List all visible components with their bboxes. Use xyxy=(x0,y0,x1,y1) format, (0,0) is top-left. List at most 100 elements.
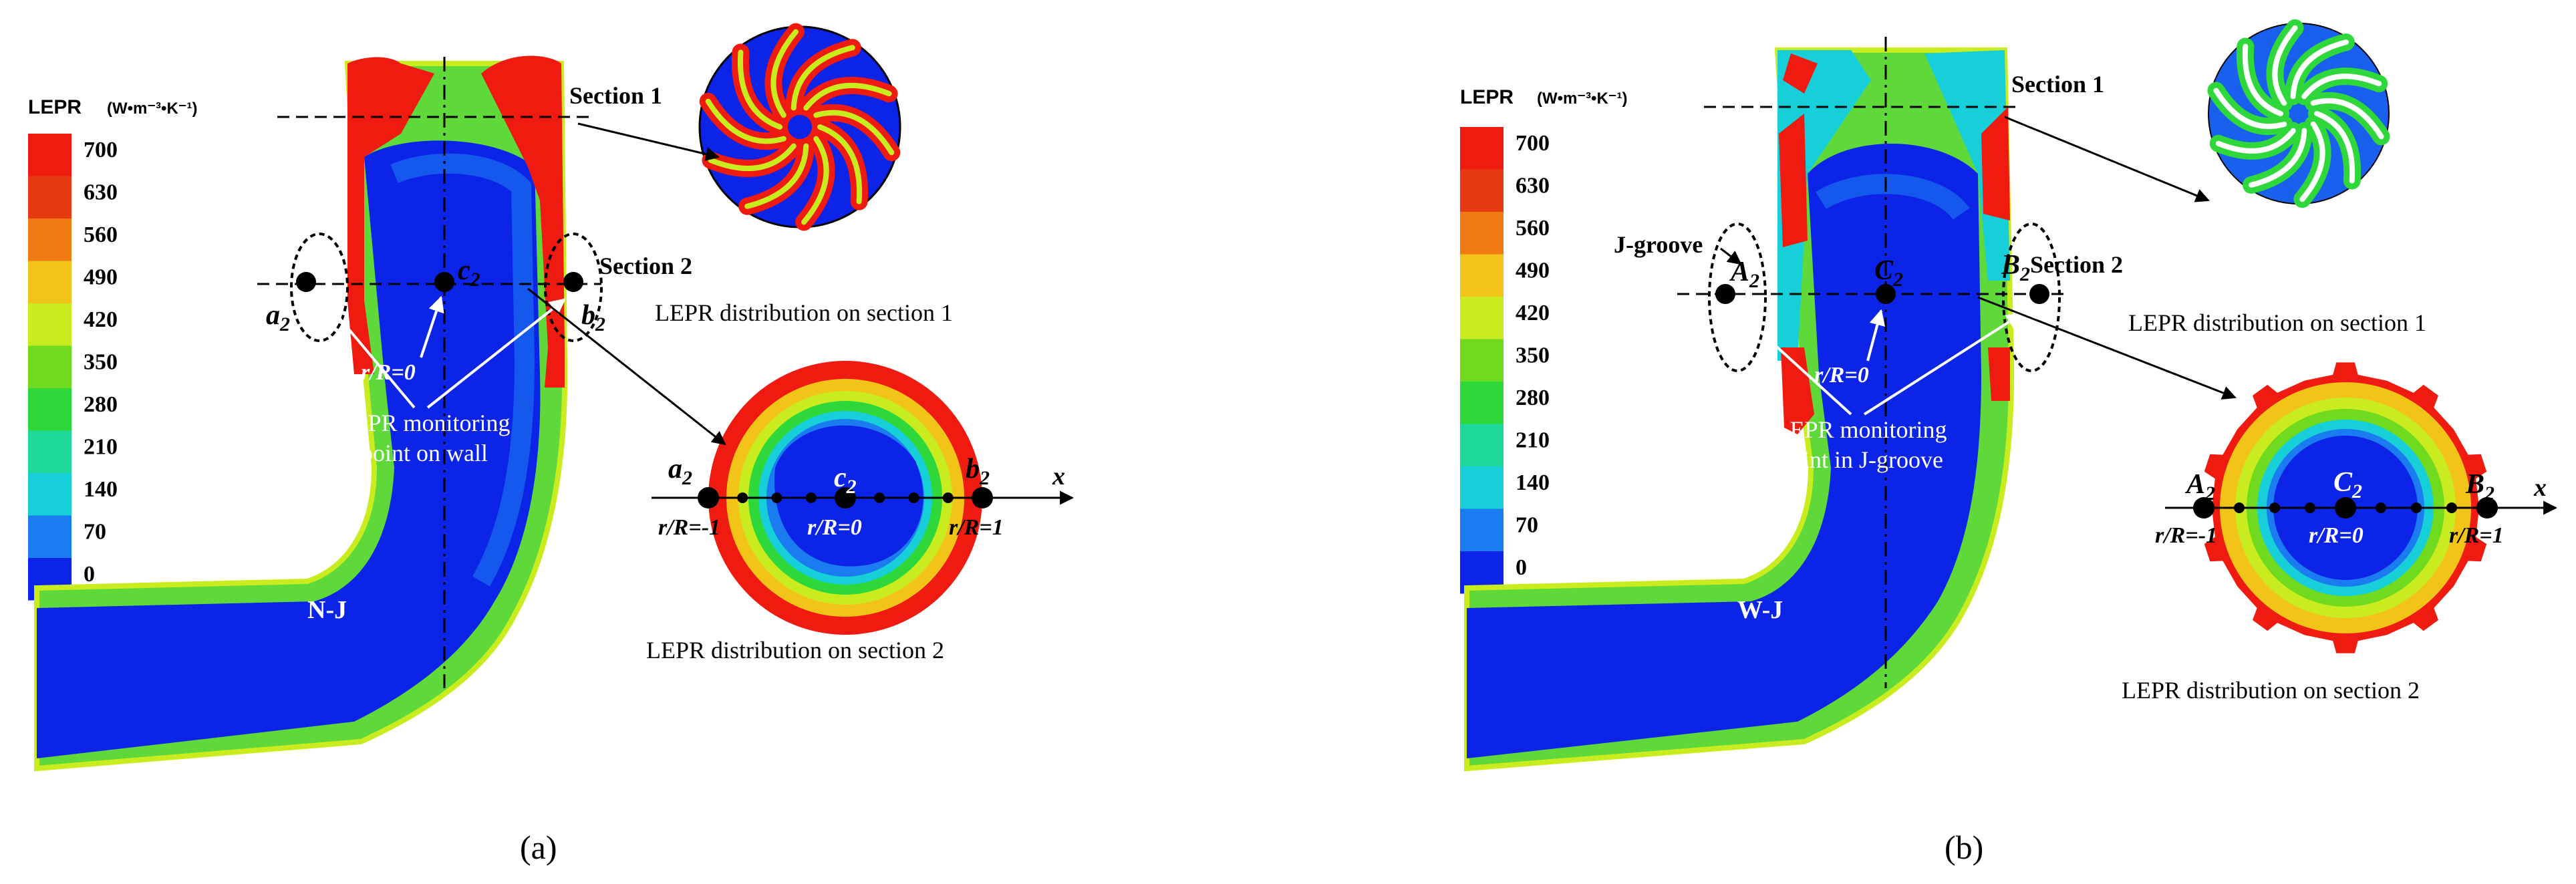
legend-b-swatches xyxy=(1460,127,1504,594)
monitor-text-a-2: point on wall xyxy=(361,440,488,466)
legend-tick-label: 490 xyxy=(1516,258,1550,283)
legend-a: LEPR (W•m⁻³•K⁻¹) 70063056049042035028021… xyxy=(28,96,197,601)
blade xyxy=(801,136,829,225)
point-C2 xyxy=(1876,284,1896,304)
sec2-label-c2: c2 xyxy=(834,462,857,498)
blade xyxy=(2310,98,2384,140)
section1-label-a: Section 1 xyxy=(569,82,662,109)
legend-swatch xyxy=(1460,169,1504,212)
legend-swatch xyxy=(28,218,71,261)
blade xyxy=(770,29,799,118)
legend-swatch xyxy=(28,388,71,431)
blade xyxy=(2213,88,2287,130)
model-label-b: W-J xyxy=(1737,596,1783,624)
legend-swatch xyxy=(28,303,71,346)
legend-tick-label: 560 xyxy=(1516,216,1550,241)
sec2-label-b2: b2 xyxy=(966,454,990,489)
arrow-rR0-b xyxy=(1866,309,1886,361)
arrow-section2-b xyxy=(1977,296,2237,400)
section-point xyxy=(737,492,748,503)
label-C2: C2 xyxy=(1874,255,1903,291)
legend-swatch xyxy=(1460,127,1504,170)
section1-disc-b xyxy=(2207,19,2390,208)
section2-caption-b: LEPR distribution on section 2 xyxy=(2122,677,2420,704)
section1-label-b: Section 1 xyxy=(2011,71,2104,98)
legend-tick-label: 70 xyxy=(1516,512,1538,537)
monitor-ellipse-left-b xyxy=(1708,223,1767,372)
legend-tick-label: 420 xyxy=(1516,301,1550,325)
blade xyxy=(2290,39,2349,100)
monitor-ellipse-right-a xyxy=(544,233,603,342)
groove-label-b: J-groove xyxy=(1614,231,1703,258)
section2-caption-a: LEPR distribution on section 2 xyxy=(646,637,944,664)
legend-tick-label: 210 xyxy=(1516,428,1550,452)
section2-points-b xyxy=(2193,497,2498,519)
section1-caption-b: LEPR distribution on section 1 xyxy=(2128,309,2426,336)
legend-swatch xyxy=(28,134,71,176)
section2-points-a xyxy=(698,487,993,508)
panel-caption-b: (b) xyxy=(1945,829,1983,866)
sec2-label-B2: B2 xyxy=(2465,469,2494,504)
section-point xyxy=(2193,497,2214,519)
point-a2 xyxy=(296,272,316,292)
blade xyxy=(2314,111,2355,184)
legend-swatch xyxy=(28,515,71,558)
groove-arrow-b xyxy=(1720,247,1742,265)
legend-tick-label: 700 xyxy=(1516,131,1550,156)
legend-tick-label: 210 xyxy=(84,434,118,459)
section-point xyxy=(972,487,993,508)
legend-swatch xyxy=(28,261,71,303)
sec2-label-a2: a2 xyxy=(668,454,692,489)
section-point xyxy=(2305,502,2315,513)
section-point xyxy=(771,492,782,503)
section-point xyxy=(2335,497,2356,519)
panel-a: LEPR (W•m⁻³•K⁻¹) 70063056049042035028021… xyxy=(28,23,1075,866)
legend-tick-label: 630 xyxy=(1516,173,1550,198)
panel-b: LEPR (W•m⁻³•K⁻¹) 70063056049042035028021… xyxy=(1460,19,2558,866)
legend-tick-label: 140 xyxy=(84,477,118,502)
sec2-label-C2: C2 xyxy=(2333,467,2362,502)
blade xyxy=(2272,25,2298,106)
legend-tick-label: 140 xyxy=(1516,470,1550,495)
section-point xyxy=(2269,502,2280,513)
section-point xyxy=(2376,502,2386,513)
monitor-line-left-a xyxy=(321,296,416,409)
arrow-section1-b xyxy=(2004,116,2210,202)
sec2-rR-1-b: r/R=-1 xyxy=(2155,523,2217,548)
blade xyxy=(2301,73,2382,100)
legend-swatch xyxy=(28,176,71,218)
legend-swatch xyxy=(28,473,71,516)
legend-a-swatches xyxy=(28,134,71,601)
legend-tick-label: 0 xyxy=(1516,555,1527,580)
blade xyxy=(708,143,797,172)
pipe-contour-b xyxy=(1464,47,2015,772)
x-label-b: x xyxy=(2533,474,2547,502)
section-point xyxy=(2234,502,2245,513)
legend-tick-label: 420 xyxy=(84,307,118,332)
blade xyxy=(737,49,782,130)
legend-swatch xyxy=(1460,424,1504,466)
blade xyxy=(2215,128,2296,154)
legend-a-unit: (W•m⁻³•K⁻¹) xyxy=(107,100,197,118)
legend-tick-label: 280 xyxy=(84,392,118,417)
legend-tick-label: 350 xyxy=(1516,343,1550,367)
blade xyxy=(803,82,892,111)
legend-tick-label: 280 xyxy=(1516,386,1550,410)
point-B2 xyxy=(2029,284,2049,304)
legend-swatch xyxy=(28,345,71,388)
blade xyxy=(2249,128,2307,188)
section-point xyxy=(698,487,719,508)
arrow-section1-a xyxy=(577,122,720,161)
sec2-label-A2: A2 xyxy=(2184,469,2215,504)
legend-b-title: LEPR xyxy=(1460,86,1514,108)
legend-swatch xyxy=(1460,339,1504,382)
sec2-rR-1-a: r/R=-1 xyxy=(658,515,720,540)
section-point xyxy=(835,487,856,508)
section2-label-a: Section 2 xyxy=(599,253,692,279)
legend-tick-label: 70 xyxy=(84,519,106,544)
legend-tick-label: 630 xyxy=(84,180,118,204)
monitor-ellipse-right-b xyxy=(2002,223,2061,372)
